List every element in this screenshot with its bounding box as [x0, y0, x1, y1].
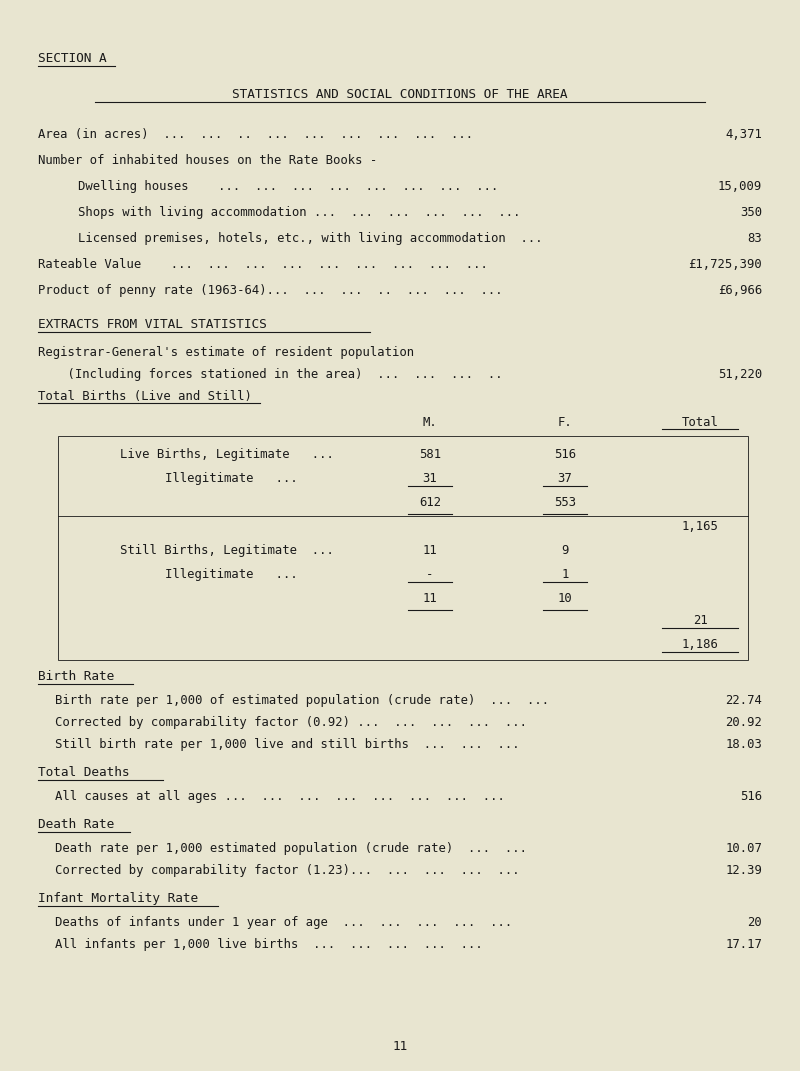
Text: 350: 350: [740, 206, 762, 218]
Text: Corrected by comparability factor (1.23)...  ...  ...  ...  ...: Corrected by comparability factor (1.23)…: [55, 864, 520, 877]
Text: 10: 10: [558, 592, 572, 605]
Text: 516: 516: [554, 448, 576, 461]
Text: 10.07: 10.07: [725, 842, 762, 855]
Text: All causes at all ages ...  ...  ...  ...  ...  ...  ...  ...: All causes at all ages ... ... ... ... .…: [55, 790, 505, 803]
Text: Infant Mortality Rate: Infant Mortality Rate: [38, 892, 198, 905]
Text: All infants per 1,000 live births  ...  ...  ...  ...  ...: All infants per 1,000 live births ... ..…: [55, 938, 482, 951]
Text: STATISTICS AND SOCIAL CONDITIONS OF THE AREA: STATISTICS AND SOCIAL CONDITIONS OF THE …: [232, 88, 568, 101]
Text: (Including forces stationed in the area)  ...  ...  ...  ..: (Including forces stationed in the area)…: [38, 368, 502, 381]
Text: Licensed premises, hotels, etc., with living accommodation  ...: Licensed premises, hotels, etc., with li…: [78, 232, 542, 245]
Text: Illegitimate   ...: Illegitimate ...: [165, 568, 298, 580]
Text: Registrar-General's estimate of resident population: Registrar-General's estimate of resident…: [38, 346, 414, 359]
Text: 612: 612: [419, 496, 441, 509]
Text: 31: 31: [422, 472, 438, 485]
Text: 1,186: 1,186: [682, 638, 718, 651]
Text: Total Deaths: Total Deaths: [38, 766, 130, 779]
Text: 20.92: 20.92: [725, 716, 762, 729]
Text: 581: 581: [419, 448, 441, 461]
Text: £1,725,390: £1,725,390: [688, 258, 762, 271]
Text: Corrected by comparability factor (0.92) ...  ...  ...  ...  ...: Corrected by comparability factor (0.92)…: [55, 716, 527, 729]
Text: Birth Rate: Birth Rate: [38, 670, 114, 683]
Text: 516: 516: [740, 790, 762, 803]
Text: 12.39: 12.39: [725, 864, 762, 877]
Text: 20: 20: [747, 916, 762, 929]
Text: 1,165: 1,165: [682, 521, 718, 533]
Text: 15,009: 15,009: [718, 180, 762, 193]
Text: Total: Total: [682, 416, 718, 429]
Text: 37: 37: [558, 472, 572, 485]
Text: Illegitimate   ...: Illegitimate ...: [165, 472, 298, 485]
Text: 11: 11: [392, 1040, 408, 1053]
Text: 21: 21: [693, 614, 707, 627]
Text: Still birth rate per 1,000 live and still births  ...  ...  ...: Still birth rate per 1,000 live and stil…: [55, 738, 520, 751]
Text: 51,220: 51,220: [718, 368, 762, 381]
Text: Area (in acres)  ...  ...  ..  ...  ...  ...  ...  ...  ...: Area (in acres) ... ... .. ... ... ... .…: [38, 129, 473, 141]
Text: 17.17: 17.17: [725, 938, 762, 951]
Text: Death Rate: Death Rate: [38, 818, 114, 831]
Text: EXTRACTS FROM VITAL STATISTICS: EXTRACTS FROM VITAL STATISTICS: [38, 318, 266, 331]
Text: Dwelling houses    ...  ...  ...  ...  ...  ...  ...  ...: Dwelling houses ... ... ... ... ... ... …: [78, 180, 498, 193]
Text: Deaths of infants under 1 year of age  ...  ...  ...  ...  ...: Deaths of infants under 1 year of age ..…: [55, 916, 512, 929]
Text: Live Births, Legitimate   ...: Live Births, Legitimate ...: [120, 448, 334, 461]
Text: 11: 11: [422, 592, 438, 605]
Text: 9: 9: [562, 544, 569, 557]
Text: Product of penny rate (1963-64)...  ...  ...  ..  ...  ...  ...: Product of penny rate (1963-64)... ... .…: [38, 284, 502, 297]
Text: Still Births, Legitimate  ...: Still Births, Legitimate ...: [120, 544, 334, 557]
Text: M.: M.: [422, 416, 438, 429]
Text: Total Births (Live and Still): Total Births (Live and Still): [38, 390, 252, 403]
Text: £6,966: £6,966: [718, 284, 762, 297]
Text: 22.74: 22.74: [725, 694, 762, 707]
Text: 553: 553: [554, 496, 576, 509]
Text: Rateable Value    ...  ...  ...  ...  ...  ...  ...  ...  ...: Rateable Value ... ... ... ... ... ... .…: [38, 258, 488, 271]
Text: Number of inhabited houses on the Rate Books -: Number of inhabited houses on the Rate B…: [38, 154, 378, 167]
Text: 18.03: 18.03: [725, 738, 762, 751]
Text: 4,371: 4,371: [725, 129, 762, 141]
Text: 11: 11: [422, 544, 438, 557]
Text: Death rate per 1,000 estimated population (crude rate)  ...  ...: Death rate per 1,000 estimated populatio…: [55, 842, 527, 855]
Text: SECTION A: SECTION A: [38, 52, 106, 65]
Text: -: -: [426, 568, 434, 580]
Text: Birth rate per 1,000 of estimated population (crude rate)  ...  ...: Birth rate per 1,000 of estimated popula…: [55, 694, 549, 707]
Text: Shops with living accommodation ...  ...  ...  ...  ...  ...: Shops with living accommodation ... ... …: [78, 206, 521, 218]
Text: 83: 83: [747, 232, 762, 245]
Bar: [58, 436, 748, 660]
Text: 1: 1: [562, 568, 569, 580]
Text: F.: F.: [558, 416, 572, 429]
